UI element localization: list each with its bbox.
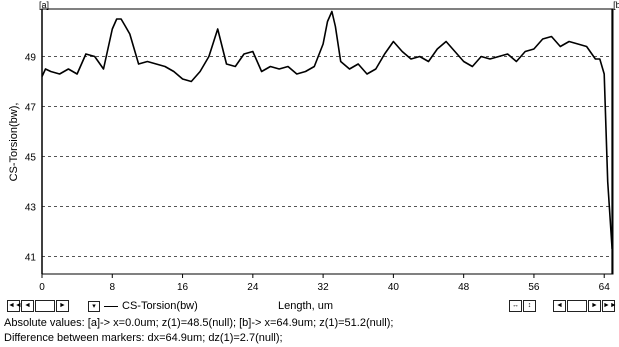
legend-label: CS-Torsion(bw): [122, 300, 198, 312]
axes: [41, 8, 614, 278]
fit-width-icon: ↔: [512, 302, 519, 309]
rewind-button[interactable]: ◄◄: [7, 300, 22, 312]
step-forward-button-right[interactable]: ►: [588, 300, 601, 312]
legend-line-swatch: [104, 305, 118, 307]
step-forward-icon: ►: [591, 302, 598, 309]
y-tick-label: 43: [25, 203, 37, 214]
markers: [a] [b: [39, 0, 619, 274]
fast-forward-button[interactable]: ►►: [602, 300, 617, 312]
x-tick-label: 8: [109, 282, 115, 293]
x-tick-label: 64: [599, 282, 611, 293]
x-tick-label: 56: [528, 282, 540, 293]
x-axis-label: Length, um: [278, 300, 334, 312]
x-tick-label: 32: [318, 282, 330, 293]
fit-height-button[interactable]: ↕: [523, 300, 536, 312]
y-tick-label: 47: [25, 103, 37, 114]
marker-label: [b: [613, 0, 619, 10]
fast-forward-icon: ►►: [603, 302, 617, 309]
chart: 41 43 45 47 49 0 8 16 24 32 40 48 56 64 [a] [b CS-Tors…: [8, 0, 619, 294]
y-axis-label: CS-Torsion(bw),: [8, 103, 20, 182]
y-tick-label: 45: [25, 153, 37, 164]
dropdown-icon: ▾: [92, 302, 96, 310]
tick-labels: 41 43 45 47 49 0 8 16 24 32 40 48 56 64: [25, 53, 610, 294]
y-tick-label: 49: [25, 53, 37, 64]
x-tick-label: 48: [458, 282, 470, 293]
step-back-button[interactable]: ◄: [21, 300, 34, 312]
fit-height-icon: ↕: [527, 302, 532, 309]
page-button-right[interactable]: [567, 300, 587, 312]
page-button[interactable]: [35, 300, 55, 312]
fit-width-button[interactable]: ↔: [509, 300, 522, 312]
step-forward-icon: ►: [59, 302, 66, 309]
x-tick-label: 0: [39, 282, 45, 293]
x-tick-label: 40: [388, 282, 400, 293]
chart-control-bar: ◄◄ ◄ ► ▾ CS-Torsion(bw) Length, um ↔ ↕ ◄…: [0, 299, 619, 315]
status-difference: Difference between markers: dx=64.9um; d…: [4, 332, 283, 344]
x-tick-label: 24: [247, 282, 259, 293]
step-back-button-right[interactable]: ◄: [553, 300, 566, 312]
grid-lines: [42, 56, 613, 257]
step-forward-button[interactable]: ►: [56, 300, 69, 312]
series-line: [41, 10, 613, 250]
left-nav-group: ◄◄ ◄ ►: [7, 300, 69, 312]
series-dropdown-button[interactable]: ▾: [88, 300, 100, 312]
status-absolute-values: Absolute values: [a]-> x=0.0um; z(1)=48.…: [4, 317, 394, 329]
marker-label: [a]: [39, 0, 49, 10]
plot-frame: [41, 8, 614, 275]
legend: ▾ CS-Torsion(bw): [88, 300, 198, 312]
series: [41, 10, 613, 250]
right-nav-group: ◄ ► ►►: [553, 300, 617, 312]
step-back-icon: ◄: [24, 302, 31, 309]
rewind-icon: ◄◄: [8, 302, 22, 309]
step-back-icon: ◄: [556, 302, 563, 309]
zoom-group: ↔ ↕: [509, 300, 536, 312]
y-tick-label: 41: [25, 253, 37, 264]
x-tick-label: 16: [177, 282, 189, 293]
